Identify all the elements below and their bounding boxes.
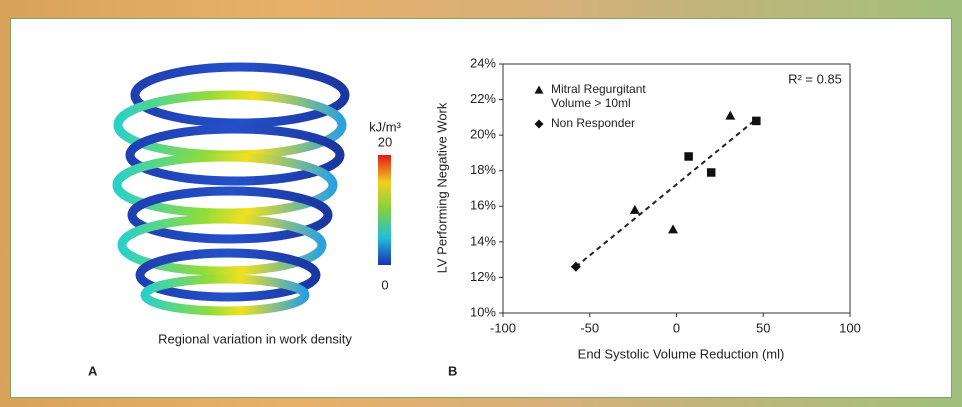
- legend-marker: [533, 84, 545, 96]
- data-point: [684, 152, 693, 161]
- legend: Mitral Regurgitant Volume > 10ml Non Resp…: [533, 82, 661, 136]
- x-tick-label: 0: [673, 320, 680, 335]
- y-tick-label: 22%: [470, 91, 496, 106]
- legend-label: Mitral Regurgitant Volume > 10ml: [551, 82, 661, 110]
- page: kJ/m³ 20 0 Regional variation in work de…: [0, 0, 962, 407]
- y-tick-label: 24%: [470, 55, 496, 70]
- y-axis-label: LV Performing Negative Work: [434, 102, 449, 273]
- colorbar-label: kJ/m³: [369, 119, 401, 134]
- x-tick-label: -100: [490, 320, 516, 335]
- colorbar: [378, 155, 391, 265]
- legend-label: Non Responder: [551, 116, 661, 130]
- data-point: [725, 111, 735, 120]
- heart-rendering: [117, 67, 345, 311]
- legend-entry: Non Responder: [533, 116, 661, 130]
- colorbar-tick: 20: [378, 134, 392, 149]
- panel-label: B: [448, 363, 457, 378]
- y-tick-label: 16%: [470, 198, 496, 213]
- y-tick-label: 20%: [470, 127, 496, 142]
- colorbar-tick: 0: [381, 277, 388, 292]
- data-point: [752, 117, 761, 126]
- legend-symbol: [535, 86, 544, 94]
- y-tick-label: 18%: [470, 162, 496, 177]
- data-point: [668, 224, 678, 233]
- trendline: [576, 119, 756, 267]
- y-tick-label: 12%: [470, 269, 496, 284]
- data-point: [630, 205, 640, 214]
- y-tick-label: 10%: [470, 304, 496, 319]
- figure: kJ/m³ 20 0 Regional variation in work de…: [0, 0, 962, 407]
- x-tick-label: -50: [580, 320, 599, 335]
- legend-entry: Mitral Regurgitant Volume > 10ml: [533, 82, 661, 110]
- panel-label: A: [88, 363, 98, 378]
- x-tick-label: 50: [756, 320, 770, 335]
- x-tick-label: 100: [839, 320, 861, 335]
- legend-marker: [533, 118, 545, 130]
- y-tick-label: 14%: [470, 233, 496, 248]
- data-point: [707, 168, 716, 177]
- legend-symbol: [535, 120, 544, 129]
- x-axis-label: End Systolic Volume Reduction (ml): [578, 346, 785, 361]
- annotation: R² = 0.85: [788, 71, 842, 86]
- caption: Regional variation in work density: [158, 331, 352, 346]
